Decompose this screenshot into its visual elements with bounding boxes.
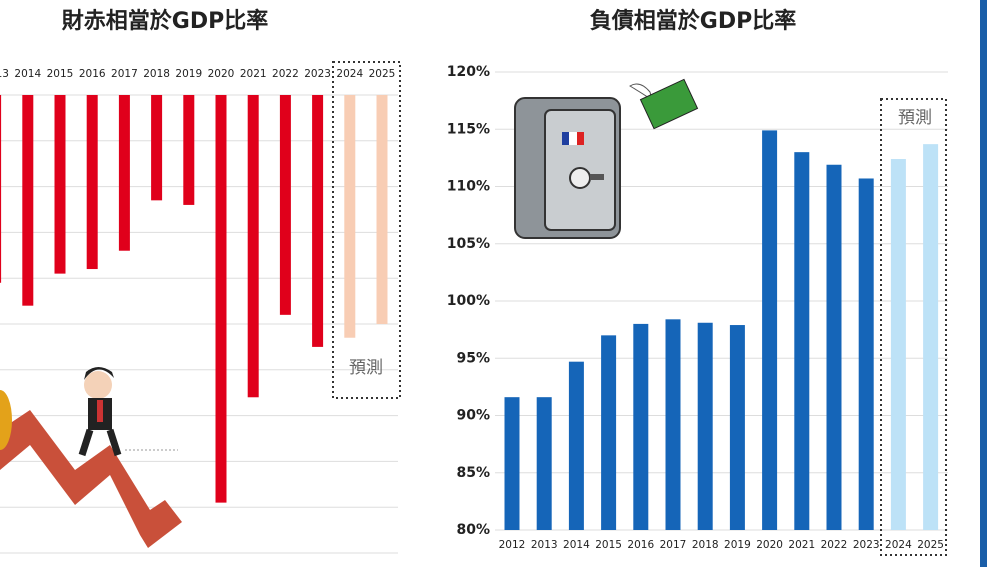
illustration (0, 367, 182, 548)
chart-title: 財赤相當於GDP比率 (62, 8, 268, 34)
bar (119, 95, 130, 251)
x-tick-label: 2024 (336, 68, 363, 80)
bar (859, 178, 874, 530)
bar (344, 95, 355, 338)
y-tick-label: 85% (456, 465, 490, 481)
y-tick-label: 115% (447, 121, 490, 137)
bar (633, 324, 648, 530)
bar (312, 95, 323, 347)
page: 財赤相當於GDP比率 2013 2014 2015 2016 2017 2018 2019 2… (0, 0, 987, 567)
x-tick-label: 2018 (692, 539, 719, 551)
illustration (515, 79, 698, 238)
bar (827, 165, 842, 530)
forecast-box (333, 62, 400, 398)
y-tick-label: 95% (456, 350, 490, 366)
x-tick-label: 2016 (79, 68, 106, 80)
bar (505, 397, 520, 530)
bar (730, 325, 745, 530)
bar (666, 319, 681, 530)
x-tick-label: 2023 (853, 539, 880, 551)
y-tick-label: 120% (447, 64, 490, 80)
x-tick-label: 2015 (47, 68, 74, 80)
x-tick-label: 2014 (563, 539, 590, 551)
bar (762, 130, 777, 530)
y-tick-label: 80% (456, 522, 490, 538)
x-tick-label: 2020 (756, 539, 783, 551)
bar (569, 362, 584, 530)
bar (248, 95, 259, 397)
bar (0, 95, 1, 283)
x-tick-label: 2015 (595, 539, 622, 551)
bar (55, 95, 66, 274)
bar (280, 95, 291, 315)
bar (22, 95, 33, 306)
bar (183, 95, 194, 205)
bar (87, 95, 98, 269)
x-tick-label: 2013 (0, 68, 9, 80)
x-tick-label: 2017 (111, 68, 138, 80)
bar (537, 397, 552, 530)
bar (891, 159, 906, 530)
chart-title: 負債相當於GDP比率 (590, 8, 796, 34)
y-tick-label: 105% (447, 236, 490, 252)
x-tick-label: 2022 (272, 68, 299, 80)
x-tick-label: 2023 (304, 68, 331, 80)
bar (151, 95, 162, 200)
x-tick-label: 2021 (788, 539, 815, 551)
x-tick-label: 2014 (14, 68, 41, 80)
x-tick-label: 2024 (885, 539, 912, 551)
bar (216, 95, 227, 503)
edge-stripe (980, 0, 987, 567)
x-tick-label: 2022 (821, 539, 848, 551)
y-tick-label: 110% (447, 179, 490, 195)
x-tick-label: 2019 (175, 68, 202, 80)
x-tick-label: 2018 (143, 68, 170, 80)
y-tick-label: 90% (456, 408, 490, 424)
x-tick-label: 2025 (369, 68, 396, 80)
x-tick-label: 2013 (531, 539, 558, 551)
x-tick-label: 2020 (208, 68, 235, 80)
x-tick-label: 2017 (660, 539, 687, 551)
x-tick-label: 2012 (499, 539, 526, 551)
bar (601, 335, 616, 530)
bar (794, 152, 809, 530)
annotation: 預測 (898, 108, 932, 128)
bar (923, 144, 938, 530)
x-tick-label: 2025 (917, 539, 944, 551)
x-tick-label: 2016 (627, 539, 654, 551)
x-tick-label: 2019 (724, 539, 751, 551)
y-tick-label: 100% (447, 293, 490, 309)
annotation: 預測 (349, 358, 383, 378)
bar (698, 323, 713, 530)
debt-chart: 負債相當於GDP比率 80% 85% 90% 95% 100% 105% 110% 115% 1… (447, 8, 948, 555)
bar (377, 95, 388, 324)
x-tick-label: 2021 (240, 68, 267, 80)
